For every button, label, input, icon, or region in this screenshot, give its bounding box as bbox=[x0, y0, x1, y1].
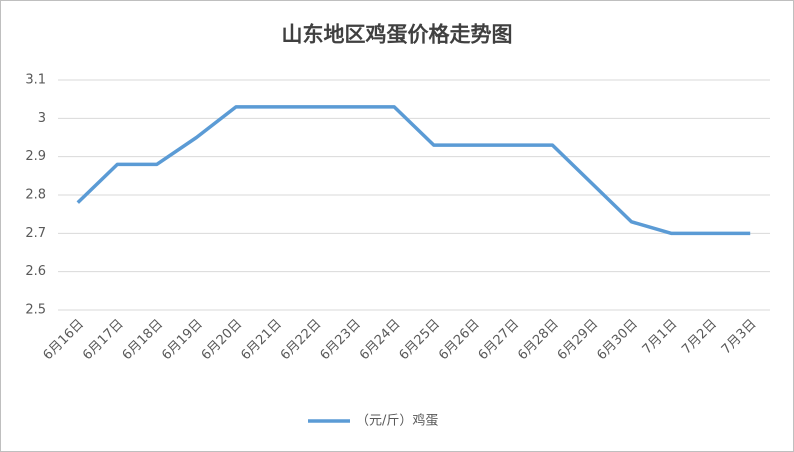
data-line bbox=[76, 105, 751, 236]
chart-title: 山东地区鸡蛋价格走势图 bbox=[282, 22, 513, 47]
y-tick-label: 2.8 bbox=[25, 188, 46, 203]
legend-label: （元/斤）鸡蛋 bbox=[356, 413, 438, 429]
y-tick-label: 3 bbox=[38, 111, 46, 126]
y-tick-label: 2.7 bbox=[25, 226, 46, 241]
y-tick-label: 3.1 bbox=[25, 73, 46, 88]
y-tick-label: 2.5 bbox=[25, 303, 46, 318]
y-tick-label: 2.9 bbox=[25, 149, 46, 164]
y-tick-label: 2.6 bbox=[25, 264, 46, 279]
